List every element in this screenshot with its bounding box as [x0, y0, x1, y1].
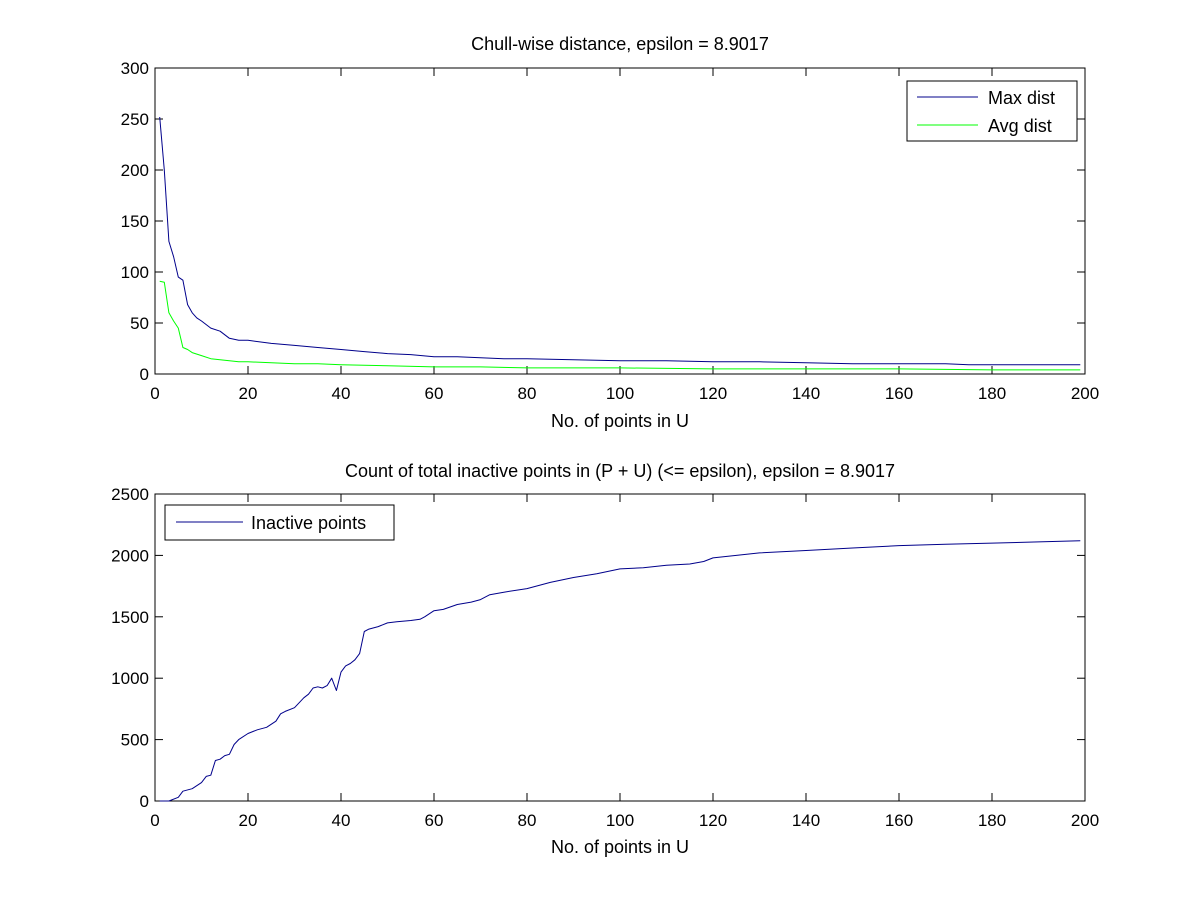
y-tick-label: 500	[121, 731, 149, 750]
x-tick-label: 200	[1071, 384, 1099, 403]
axis-ticks: 0 20 40 60 80 100 120 140 160 180 200 0 50 100 150 200 2…	[121, 59, 1100, 403]
legend-box	[906, 80, 1078, 142]
y-tick-label: 300	[121, 59, 149, 78]
x-tick-label: 60	[425, 384, 444, 403]
x-tick-label: 0	[150, 811, 159, 830]
x-tick-label: 180	[978, 384, 1006, 403]
x-tick-label: 80	[518, 384, 537, 403]
y-tick-label: 250	[121, 110, 149, 129]
legend-label-max-dist: Max dist	[988, 88, 1055, 108]
chart-title: Chull-wise distance, epsilon = 8.9017	[471, 34, 769, 54]
x-tick-label: 40	[332, 384, 351, 403]
y-tick-label: 2500	[111, 485, 149, 504]
y-tick-label: 0	[140, 365, 149, 384]
x-tick-label: 140	[792, 811, 820, 830]
y-tick-label: 100	[121, 263, 149, 282]
y-tick-label: 2000	[111, 546, 149, 565]
x-tick-label: 180	[978, 811, 1006, 830]
x-tick-label: 120	[699, 384, 727, 403]
x-tick-label: 20	[239, 384, 258, 403]
series-line-inactive-points	[159, 540, 1081, 802]
x-tick-label: 0	[150, 384, 159, 403]
y-tick-label: 1000	[111, 669, 149, 688]
x-tick-label: 160	[885, 811, 913, 830]
series-line-max-dist	[159, 116, 1081, 366]
axis-ticks: 0 20 40 60 80 100 120 140 160 180 2000500100015002…	[111, 485, 1099, 830]
x-axis-label: No. of points in U	[551, 837, 689, 857]
y-tick-label: 50	[130, 314, 149, 333]
x-tick-label: 20	[239, 811, 258, 830]
x-tick-label: 120	[699, 811, 727, 830]
y-tick-label: 0	[140, 792, 149, 811]
legend: Inactive points	[164, 504, 395, 541]
legend-label-inactive-points: Inactive points	[251, 513, 366, 533]
x-tick-label: 100	[606, 811, 634, 830]
x-tick-label: 140	[792, 384, 820, 403]
x-tick-label: 40	[332, 811, 351, 830]
x-axis-label: No. of points in U	[551, 411, 689, 431]
x-tick-label: 60	[425, 811, 444, 830]
y-tick-label: 200	[121, 161, 149, 180]
legend: Max dist Avg dist	[906, 80, 1078, 142]
x-tick-label: 200	[1071, 811, 1099, 830]
series-line-avg-dist	[159, 280, 1081, 371]
legend-label-avg-dist: Avg dist	[988, 116, 1052, 136]
y-tick-label: 150	[121, 212, 149, 231]
x-tick-label: 160	[885, 384, 913, 403]
distance-chart: Chull-wise distance, epsilon = 8.9017 0 2…	[121, 34, 1100, 431]
x-tick-label: 100	[606, 384, 634, 403]
plot-area	[159, 116, 1081, 371]
plot-area	[159, 540, 1081, 802]
x-tick-label: 80	[518, 811, 537, 830]
inactive-points-chart: Count of total inactive points in (P + U…	[111, 461, 1099, 857]
y-tick-label: 1500	[111, 608, 149, 627]
chart-title: Count of total inactive points in (P + U…	[345, 461, 895, 481]
